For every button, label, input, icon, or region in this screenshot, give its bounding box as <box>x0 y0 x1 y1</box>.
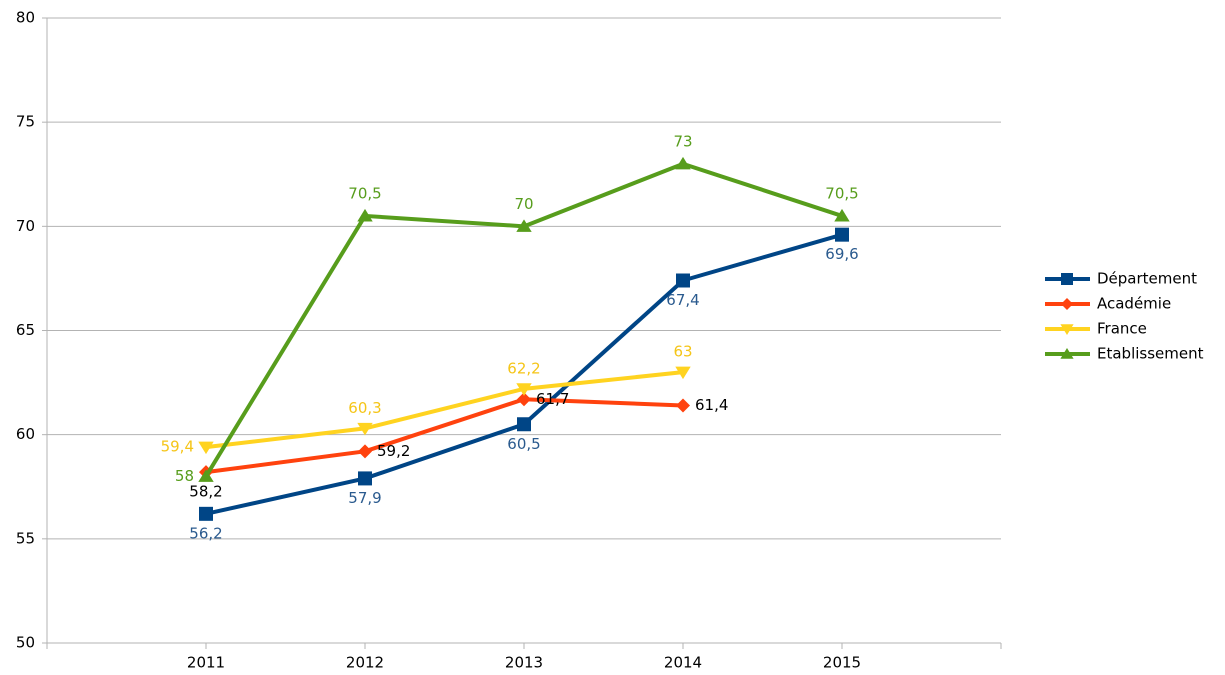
series-line <box>205 397 684 475</box>
y-tick-label: 80 <box>16 9 35 27</box>
data-point <box>675 156 691 170</box>
data-point <box>517 417 531 432</box>
data-label: 70,5 <box>348 184 381 202</box>
y-tick-label: 50 <box>16 634 35 652</box>
data-label: 57,9 <box>348 489 381 507</box>
data-point <box>199 506 213 521</box>
data-label: 58 <box>175 467 194 485</box>
legend-marker <box>1060 348 1074 359</box>
legend-label: Département <box>1097 270 1197 288</box>
data-point <box>357 422 373 436</box>
y-tick-label: 65 <box>16 321 35 339</box>
y-tick-label: 60 <box>16 425 35 443</box>
data-label: 62,2 <box>507 359 540 377</box>
data-label: 70 <box>514 195 533 213</box>
y-tick-label: 55 <box>16 529 35 547</box>
data-label: 56,2 <box>189 524 222 542</box>
data-point <box>198 441 214 455</box>
x-tick-label: 2015 <box>823 654 861 672</box>
data-point <box>676 398 690 413</box>
data-point <box>675 366 691 380</box>
data-label: 63 <box>673 343 692 361</box>
legend-label: France <box>1097 320 1147 338</box>
data-label: 61,4 <box>695 396 728 414</box>
data-point <box>198 469 214 482</box>
x-tick-label: 2014 <box>664 654 702 672</box>
data-point <box>358 444 372 459</box>
x-tick-label: 2012 <box>346 654 384 672</box>
data-point <box>358 471 372 486</box>
series-line <box>205 370 684 450</box>
data-label: 59,4 <box>161 438 194 456</box>
data-point <box>676 273 690 288</box>
legend-label: Etablissement <box>1097 345 1204 363</box>
legend-marker <box>1061 298 1073 310</box>
legend-label: Académie <box>1097 295 1171 313</box>
legend-marker <box>1061 273 1073 285</box>
data-point <box>516 383 532 396</box>
data-label: 60,3 <box>348 399 381 417</box>
x-tick-label: 2013 <box>505 654 543 672</box>
data-label: 59,2 <box>377 442 410 460</box>
data-label: 73 <box>673 132 692 150</box>
legend-marker <box>1060 324 1074 335</box>
data-label: 70,5 <box>825 184 858 202</box>
data-label: 69,6 <box>825 245 858 263</box>
data-point <box>516 219 532 232</box>
data-label: 67,4 <box>666 291 699 309</box>
x-tick-label: 2011 <box>187 654 225 672</box>
y-tick-label: 70 <box>16 217 35 235</box>
data-label: 60,5 <box>507 435 540 453</box>
data-label: 61,7 <box>536 390 569 408</box>
data-point <box>357 208 373 222</box>
data-point <box>517 392 531 407</box>
data-label: 58,2 <box>189 483 222 501</box>
data-point <box>835 227 849 242</box>
y-tick-label: 75 <box>16 113 35 131</box>
data-point <box>834 208 850 222</box>
